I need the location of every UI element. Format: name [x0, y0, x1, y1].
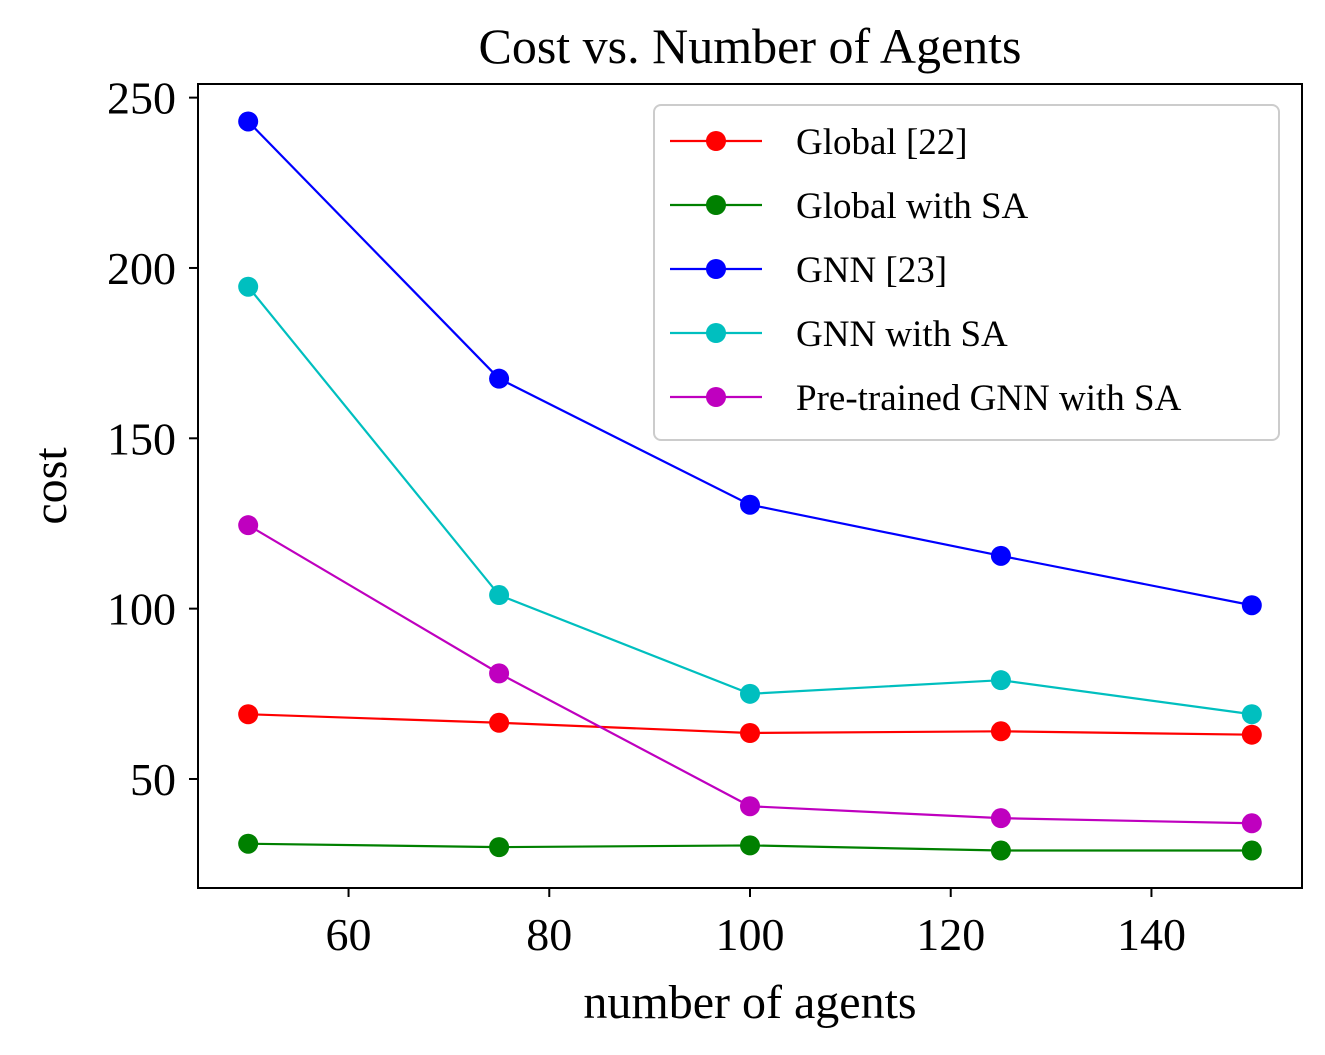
legend-swatch-marker: [706, 131, 726, 151]
legend-item: Pre-trained GNN with SA: [670, 378, 1182, 419]
legend: Global [22] Global with SA GNN [23] GNN wit…: [653, 104, 1280, 441]
data-point: [990, 808, 1011, 829]
data-point: [740, 683, 760, 704]
y-tick-label: 250: [107, 73, 176, 124]
x-tick-label: 60: [326, 909, 372, 960]
data-point: [238, 276, 259, 297]
data-point: [1241, 724, 1262, 745]
series-3: [238, 276, 1262, 725]
y-tick-label: 200: [107, 243, 176, 294]
legend-item: Global with SA: [670, 186, 1029, 227]
data-point: [990, 840, 1011, 861]
x-axis: 60 80 100 120 140: [326, 888, 1186, 960]
legend-swatch-marker: [706, 323, 726, 343]
data-point: [238, 704, 259, 725]
data-point: [990, 545, 1011, 566]
data-point: [489, 663, 510, 684]
data-point: [990, 670, 1011, 691]
y-tick-label: 100: [107, 584, 176, 635]
data-point: [740, 835, 760, 856]
chart-title: Cost vs. Number of Agents: [478, 18, 1021, 74]
data-point: [489, 837, 510, 858]
data-point: [238, 833, 259, 854]
data-point: [1241, 840, 1262, 861]
legend-swatch-marker: [706, 387, 726, 407]
y-tick-label: 50: [130, 754, 176, 805]
data-point: [1241, 813, 1262, 834]
data-point: [489, 712, 510, 733]
series-0: [238, 704, 1262, 745]
data-point: [740, 494, 760, 515]
y-axis-label: cost: [24, 447, 77, 525]
x-axis-label: number of agents: [583, 976, 916, 1029]
data-point: [489, 585, 510, 606]
legend-label: Global with SA: [796, 186, 1029, 227]
legend-label: Global [22]: [796, 122, 968, 163]
x-tick-label: 80: [526, 909, 572, 960]
legend-item: GNN [23]: [670, 250, 947, 291]
x-tick-label: 120: [916, 909, 985, 960]
legend-label: Pre-trained GNN with SA: [796, 378, 1182, 419]
legend-swatch-marker: [706, 195, 726, 215]
x-tick-label: 100: [716, 909, 785, 960]
data-point: [1241, 595, 1262, 616]
data-point: [1241, 704, 1262, 725]
data-point: [990, 721, 1011, 742]
data-point: [238, 515, 259, 536]
y-axis: 50 100 150 200 250: [107, 73, 198, 805]
legend-item: GNN with SA: [670, 314, 1008, 355]
series-layer: [238, 111, 1262, 861]
x-tick-label: 140: [1117, 909, 1186, 960]
legend-item: Global [22]: [670, 122, 968, 163]
legend-label: GNN with SA: [796, 314, 1008, 355]
data-point: [740, 796, 760, 817]
data-point: [489, 368, 510, 389]
series-1: [238, 833, 1262, 861]
series-4: [238, 515, 1262, 834]
legend-label: GNN [23]: [796, 250, 947, 291]
data-point: [740, 722, 760, 743]
legend-swatch-marker: [706, 259, 726, 279]
legend-box: [653, 104, 1280, 441]
series-2: [238, 111, 1262, 616]
y-tick-label: 150: [107, 413, 176, 464]
data-point: [238, 111, 259, 132]
